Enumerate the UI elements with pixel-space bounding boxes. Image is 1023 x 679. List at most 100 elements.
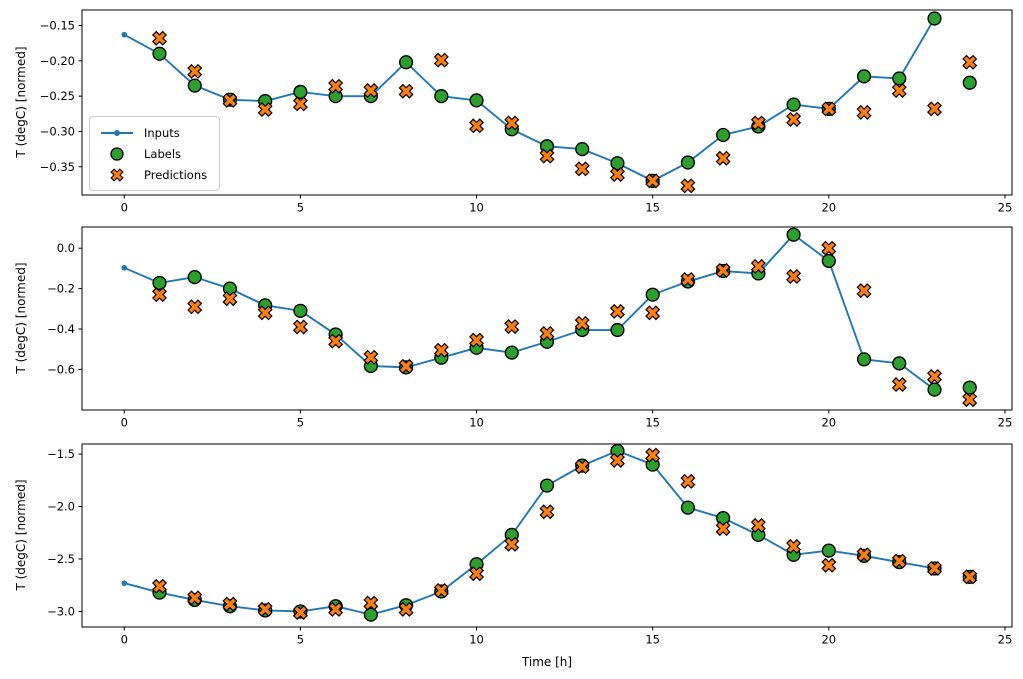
predictions-point bbox=[574, 161, 590, 177]
predictions-point bbox=[891, 553, 907, 569]
inputs-line bbox=[121, 448, 938, 618]
predictions-point bbox=[433, 52, 449, 68]
legend-label-inputs: Inputs bbox=[144, 125, 180, 140]
predictions-point bbox=[715, 150, 731, 166]
labels-point bbox=[716, 127, 731, 143]
predictions-point bbox=[469, 118, 485, 134]
predictions-point bbox=[786, 111, 802, 127]
inputs-line bbox=[121, 231, 938, 393]
predictions-point bbox=[856, 283, 872, 299]
predictions-scatter bbox=[152, 30, 978, 194]
y-tick-label: −0.2 bbox=[47, 282, 75, 296]
y-tick-label: −0.30 bbox=[40, 124, 75, 138]
labels-point bbox=[539, 478, 555, 493]
predictions-point bbox=[539, 504, 555, 520]
predictions-point bbox=[257, 102, 273, 118]
y-axis: −1.5 −2.0 −2.5 −3.0 bbox=[47, 447, 82, 618]
predictions-point bbox=[222, 92, 238, 108]
predictions-point bbox=[680, 272, 696, 288]
y-tick-label: −0.15 bbox=[40, 19, 75, 33]
x-tick-label: 20 bbox=[821, 416, 836, 430]
labels-point bbox=[363, 607, 378, 622]
inputs-point bbox=[121, 31, 128, 38]
predictions-point bbox=[328, 601, 344, 617]
predictions-point bbox=[786, 268, 802, 284]
y-axis-label-subplot-2: T (degC) [normed] bbox=[14, 262, 28, 374]
x-axis: 0 5 10 15 20 25 bbox=[121, 195, 1012, 215]
labels-scatter bbox=[152, 227, 977, 397]
predictions-point bbox=[715, 521, 731, 537]
predictions-scatter bbox=[152, 240, 978, 408]
x-tick-label: 15 bbox=[645, 201, 660, 215]
predictions-point bbox=[504, 536, 520, 552]
line-dot-swatch-icon bbox=[101, 129, 133, 136]
labels-point bbox=[610, 322, 625, 338]
predictions-point bbox=[222, 596, 238, 612]
y-tick-label: −0.4 bbox=[47, 322, 75, 336]
y-tick-label: −3.0 bbox=[47, 604, 75, 618]
predictions-point bbox=[152, 287, 167, 303]
predictions-point bbox=[469, 566, 485, 582]
predictions-point bbox=[645, 173, 661, 189]
legend-item-predictions: Predictions bbox=[99, 164, 211, 185]
y-tick-label: −0.6 bbox=[47, 362, 75, 376]
y-tick-label: −0.35 bbox=[40, 160, 75, 174]
labels-point bbox=[152, 275, 167, 291]
predictions-point bbox=[962, 392, 978, 408]
labels-point bbox=[856, 69, 872, 84]
labels-point bbox=[892, 356, 907, 371]
y-axis: −0.15 −0.20 −0.25 −0.30 −0.35 bbox=[40, 19, 82, 174]
predictions-point bbox=[257, 601, 273, 617]
x-tick-label: 15 bbox=[645, 416, 660, 430]
predictions-point bbox=[574, 315, 590, 331]
x-tick-label: 20 bbox=[821, 633, 836, 647]
x-tick-label: 0 bbox=[121, 633, 128, 647]
predictions-point bbox=[750, 258, 766, 274]
predictions-point bbox=[821, 101, 837, 117]
predictions-point bbox=[504, 115, 520, 131]
inputs-point bbox=[121, 265, 128, 271]
predictions-point bbox=[786, 538, 802, 554]
x-tick-label: 0 bbox=[121, 416, 128, 430]
axes-frame bbox=[81, 443, 1013, 628]
x-tick-label: 5 bbox=[297, 201, 304, 215]
labels-point bbox=[786, 97, 801, 112]
predictions-point bbox=[645, 447, 661, 463]
predictions-point bbox=[292, 96, 308, 112]
y-axis-label-subplot-3: T (degC) [normed] bbox=[14, 479, 28, 591]
axes-frame bbox=[81, 9, 1013, 196]
labels-point bbox=[504, 345, 519, 360]
x-tick-label: 5 bbox=[297, 416, 304, 430]
predictions-point bbox=[187, 63, 203, 79]
x-tick-label: 10 bbox=[469, 633, 484, 647]
predictions-point bbox=[433, 582, 449, 598]
predictions-point bbox=[363, 349, 379, 365]
labels-point bbox=[610, 156, 625, 171]
y-axis-label-subplot-1: T (degC) [normed] bbox=[14, 46, 28, 158]
predictions-point bbox=[539, 325, 555, 341]
labels-point bbox=[152, 46, 167, 61]
y-tick-label: −2.5 bbox=[47, 552, 75, 566]
labels-point bbox=[786, 227, 801, 242]
labels-point bbox=[398, 55, 414, 70]
subplot-2: 0 5 10 15 20 25 0.0 −0.2 −0.4 −0.6 bbox=[47, 226, 1013, 430]
legend-item-inputs: Inputs bbox=[99, 122, 211, 143]
predictions-point bbox=[891, 83, 907, 98]
x-tick-label: 25 bbox=[998, 416, 1013, 430]
legend-label-labels: Labels bbox=[144, 146, 182, 161]
predictions-point bbox=[856, 104, 872, 120]
predictions-point bbox=[187, 299, 203, 315]
predictions-point bbox=[891, 377, 907, 393]
y-tick-label: −1.5 bbox=[47, 447, 75, 461]
predictions-point bbox=[962, 569, 978, 585]
predictions-point bbox=[398, 83, 414, 99]
x-axis: 0 5 10 15 20 25 bbox=[121, 410, 1013, 430]
labels-point bbox=[575, 142, 590, 157]
predictions-point bbox=[469, 332, 485, 348]
predictions-point bbox=[680, 473, 696, 489]
predictions-point bbox=[539, 148, 555, 164]
x-swatch-icon bbox=[110, 167, 124, 182]
predictions-point bbox=[152, 578, 167, 594]
